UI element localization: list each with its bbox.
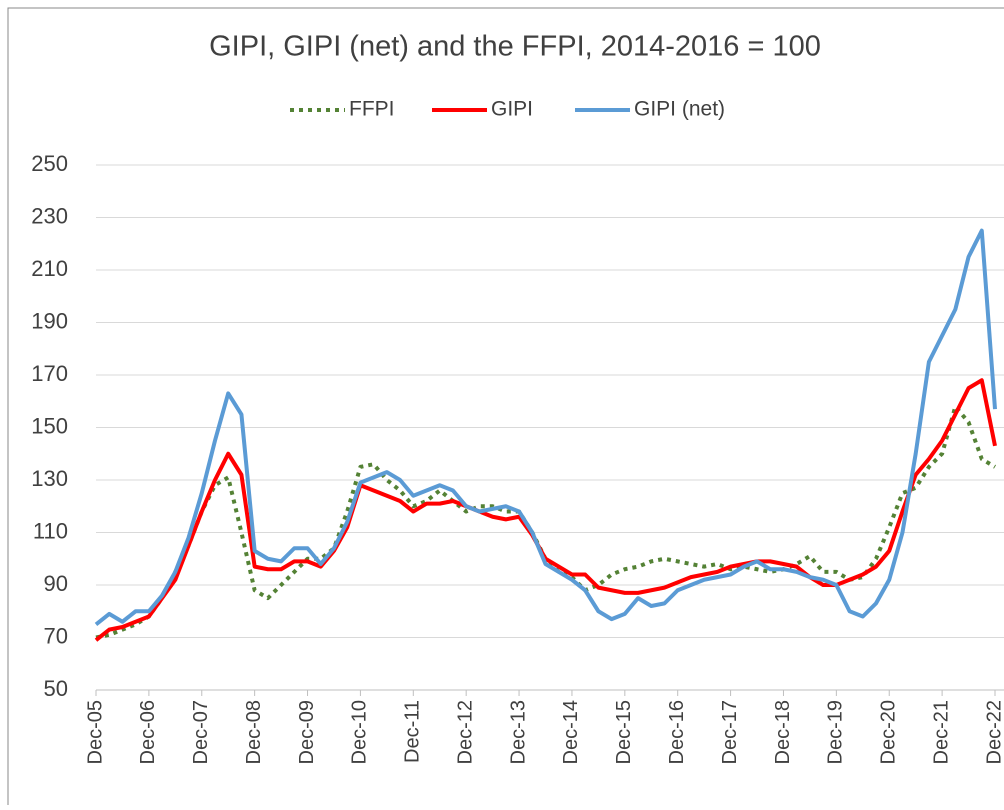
x-tick-label: Dec-19 [825, 700, 847, 764]
x-tick-label: Dec-13 [507, 700, 529, 764]
y-tick-label: 130 [31, 466, 68, 491]
x-tick-label: Dec-14 [560, 700, 582, 764]
x-tick-label: Dec-05 [84, 700, 106, 764]
legend-label: GIPI [491, 98, 533, 121]
y-tick-label: 250 [31, 151, 68, 176]
series-line [94, 228, 997, 626]
x-tick-label: Dec-06 [137, 700, 159, 764]
chart-border [7, 7, 1004, 809]
y-tick-label: 110 [33, 518, 68, 543]
y-tick-label: 230 [31, 203, 68, 228]
x-tick-label: Dec-15 [613, 700, 635, 764]
y-tick-label: 70 [44, 623, 68, 648]
chart-title: GIPI, GIPI (net) and the FFPI, 2014-2016… [209, 31, 821, 63]
x-tick-label: Dec-07 [190, 700, 212, 764]
x-tick-label: Dec-16 [666, 700, 688, 764]
x-tick-label: Dec-12 [454, 700, 476, 764]
x-tick-label: Dec-17 [719, 700, 741, 764]
x-tick-label: Dec-09 [296, 700, 318, 764]
series-line [94, 378, 997, 642]
y-tick-label: 50 [44, 676, 68, 701]
y-tick-label: 90 [44, 571, 68, 596]
x-tick-label: Dec-21 [930, 700, 952, 764]
x-tick-label: Dec-08 [243, 700, 265, 764]
y-tick-label: 210 [31, 256, 68, 281]
x-tick-label: Dec-10 [349, 700, 371, 764]
legend-label: FFPI [349, 98, 395, 121]
y-tick-label: 150 [31, 413, 68, 438]
legend-label: GIPI (net) [634, 98, 725, 121]
x-tick-label: Dec-20 [878, 700, 900, 764]
y-tick-label: 190 [31, 308, 68, 333]
x-tick-label: Dec-18 [772, 700, 794, 764]
x-tick-label: Dec-11 [402, 700, 424, 763]
y-tick-label: 170 [31, 361, 68, 386]
x-tick-label: Dec-22 [983, 700, 1004, 764]
